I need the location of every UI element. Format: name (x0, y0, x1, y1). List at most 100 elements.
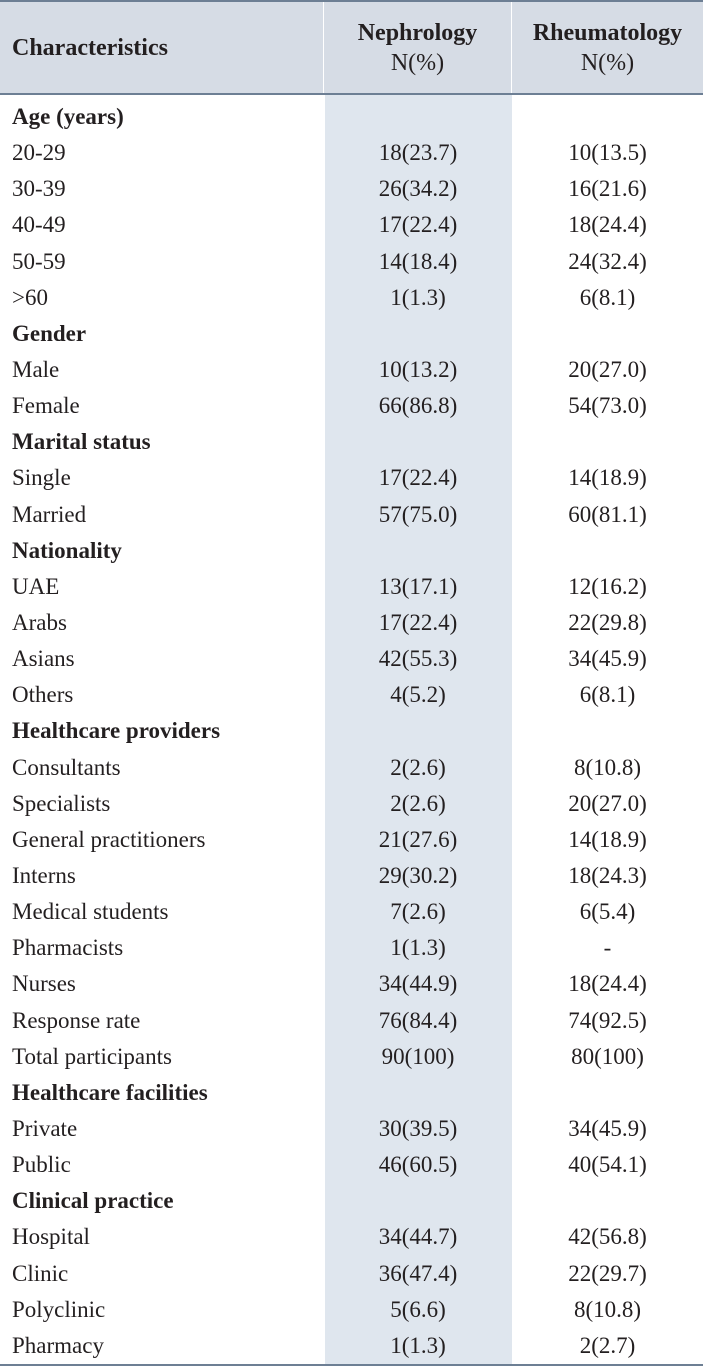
row-label: 40-49 (12, 212, 66, 238)
nephrology-value: 34(44.7) (378, 1224, 458, 1250)
rheumatology-value: 20(27.0) (568, 790, 647, 816)
row-label: Hospital (12, 1224, 90, 1250)
section-heading: Healthcare facilities (12, 1079, 208, 1105)
row-label: >60 (12, 284, 48, 310)
nephrology-value: 10(13.2) (378, 356, 458, 382)
rheumatology-value: 18(24.3) (568, 862, 647, 888)
table-row: Medical students 7(2.6) 6(5.4) (0, 894, 703, 930)
row-label: Clinic (12, 1260, 69, 1286)
rheumatology-value: 18(24.4) (568, 971, 647, 997)
row-label: Pharmacists (12, 935, 124, 961)
table-row: Male 10(13.2) 20(27.0) (0, 352, 703, 388)
nephrology-value: 1(1.3) (390, 935, 446, 961)
row-label: Polyclinic (12, 1296, 106, 1322)
table-row: Nurses 34(44.9) 18(24.4) (0, 966, 703, 1002)
table-row: Pharmacists 1(1.3) - (0, 930, 703, 966)
rheumatology-value: 14(18.9) (568, 826, 647, 852)
row-label: Nurses (12, 971, 76, 997)
nephrology-value: 4(5.2) (390, 682, 446, 708)
table-row: Total participants 90(100) 80(100) (0, 1039, 703, 1075)
rheumatology-value: 12(16.2) (568, 573, 647, 599)
rheumatology-value: 6(8.1) (579, 682, 636, 708)
row-label: 20-29 (12, 140, 66, 166)
row-label: Private (12, 1115, 78, 1141)
table-row: Clinic 36(47.4) 22(29.7) (0, 1256, 703, 1292)
table-row: Polyclinic 5(6.6) 8(10.8) (0, 1292, 703, 1328)
nephrology-value: 18(23.7) (378, 140, 458, 166)
row-label: Public (12, 1152, 71, 1178)
table-bottom-rule (0, 1364, 703, 1366)
nephrology-value: 17(22.4) (378, 465, 458, 491)
rheumatology-value: 2(2.7) (579, 1332, 636, 1358)
nephrology-value: 17(22.4) (378, 609, 458, 635)
nephrology-value: 1(1.3) (390, 1332, 446, 1358)
table-row: 50-59 14(18.4) 24(32.4) (0, 244, 703, 280)
nephrology-value: 30(39.5) (378, 1115, 458, 1141)
rheumatology-value: 18(24.4) (568, 212, 647, 238)
table-row: Response rate 76(84.4) 74(92.5) (0, 1003, 703, 1039)
nephrology-value: 7(2.6) (390, 899, 446, 925)
nephrology-value: 46(60.5) (378, 1152, 458, 1178)
row-label: Medical students (12, 899, 169, 925)
table-row: Consultants 2(2.6) 8(10.8) (0, 750, 703, 786)
row-label: Interns (12, 862, 76, 888)
nephrology-value: 13(17.1) (378, 573, 458, 599)
row-label: Arabs (12, 609, 67, 635)
header-characteristics: Characteristics (0, 2, 324, 93)
rheumatology-value: 34(45.9) (568, 1115, 647, 1141)
row-label: Male (12, 356, 60, 382)
header-nephrology-unit: N(%) (390, 49, 445, 76)
rheumatology-value: 16(21.6) (568, 176, 647, 202)
row-label: 50-59 (12, 248, 66, 274)
rheumatology-value: 8(10.8) (573, 754, 642, 780)
table-row: Married 57(75.0) 60(81.1) (0, 497, 703, 533)
rheumatology-value: 14(18.9) (568, 465, 647, 491)
section-heading: Clinical practice (12, 1188, 174, 1214)
rheumatology-value: 20(27.0) (568, 356, 647, 382)
table-row: >60 1(1.3) 6(8.1) (0, 280, 703, 316)
table-row: Interns 29(30.2) 18(24.3) (0, 858, 703, 894)
nephrology-value: 34(44.9) (378, 971, 458, 997)
rheumatology-value: 40(54.1) (568, 1152, 647, 1178)
table-row: 30-39 26(34.2) 16(21.6) (0, 171, 703, 207)
nephrology-value: 14(18.4) (378, 248, 458, 274)
row-label: UAE (12, 573, 60, 599)
table-header: Characteristics Nephrology N(%) Rheumato… (0, 0, 703, 95)
table-body: Age (years) 20-29 18(23.7) 10(13.5) 30-39 26(… (0, 99, 703, 1364)
table-row: Arabs 17(22.4) 22(29.8) (0, 605, 703, 641)
section-heading: Age (years) (12, 104, 124, 129)
table-row: Specialists 2(2.6) 20(27.0) (0, 786, 703, 822)
table-row: Female 66(86.8) 54(73.0) (0, 388, 703, 424)
nephrology-value: 17(22.4) (378, 212, 458, 238)
row-label: Asians (12, 646, 75, 672)
nephrology-value: 42(55.3) (378, 646, 458, 672)
table-row: Asians 42(55.3) 34(45.9) (0, 641, 703, 677)
rheumatology-value: 34(45.9) (568, 646, 647, 672)
header-nephrology: Nephrology N(%) (324, 2, 512, 93)
section-row: Age (years) (0, 99, 703, 135)
table-row: Public 46(60.5) 40(54.1) (0, 1147, 703, 1183)
nephrology-value: 76(84.4) (378, 1007, 458, 1033)
nephrology-value: 2(2.6) (390, 754, 446, 780)
rheumatology-value: 60(81.1) (568, 501, 647, 527)
row-label: Married (12, 501, 87, 527)
rheumatology-value: 10(13.5) (568, 140, 647, 166)
header-rheumatology: Rheumatology N(%) (512, 2, 703, 93)
section-heading: Nationality (12, 537, 122, 563)
rheumatology-value: 24(32.4) (568, 248, 647, 274)
row-label: 30-39 (12, 176, 66, 202)
rheumatology-value: 8(10.8) (573, 1296, 642, 1322)
table-row: Single 17(22.4) 14(18.9) (0, 460, 703, 496)
nephrology-value: 66(86.8) (378, 393, 458, 419)
section-row: Healthcare facilities (0, 1075, 703, 1111)
section-row: Clinical practice (0, 1183, 703, 1219)
nephrology-value: 2(2.6) (390, 790, 446, 816)
nephrology-value: 26(34.2) (378, 176, 458, 202)
header-rheumatology-unit: N(%) (580, 49, 635, 76)
section-heading: Marital status (12, 429, 151, 455)
row-label: Single (12, 465, 71, 491)
nephrology-value: 5(6.6) (390, 1296, 446, 1322)
row-label: Consultants (12, 754, 121, 780)
section-row: Marital status (0, 424, 703, 460)
